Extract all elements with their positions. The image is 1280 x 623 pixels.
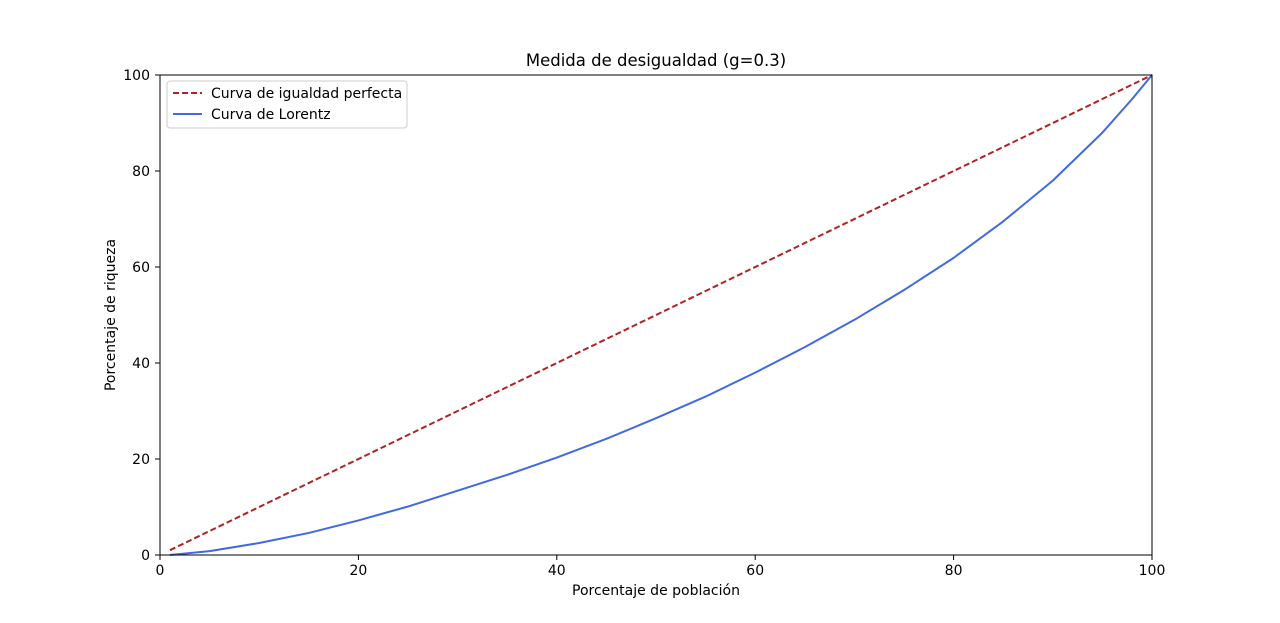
legend-box — [166, 80, 408, 129]
series-layer — [169, 74, 1153, 556]
y-tick-label: 100 — [123, 68, 150, 84]
plot-area — [169, 74, 1153, 556]
x-axis-label: Porcentaje de población — [572, 583, 740, 599]
y-axis-label: Porcentaje de riqueza — [103, 239, 119, 391]
series-line-lorentz — [169, 74, 1153, 556]
y-tick-label: 40 — [132, 356, 150, 372]
x-tick-label: 80 — [945, 563, 963, 579]
x-tick-label: 20 — [349, 563, 367, 579]
y-tick-label: 60 — [132, 260, 150, 276]
series-line-equality — [169, 74, 1153, 552]
y-tick-label: 0 — [141, 548, 150, 564]
plot-frame — [159, 74, 1153, 556]
legend-label-lorentz: Curva de Lorentz — [211, 107, 331, 123]
legend-label-equality: Curva de igualdad perfecta — [211, 86, 402, 102]
x-axis-ticks: 0 20 40 60 80 100 — [156, 555, 1166, 579]
x-tick-label: 100 — [1139, 563, 1166, 579]
y-axis-ticks: 0 20 40 60 80 100 — [123, 68, 160, 564]
legend: Curva de igualdad perfecta Curva de Lore… — [166, 80, 408, 129]
x-tick-label: 60 — [746, 563, 764, 579]
x-tick-label: 40 — [548, 563, 566, 579]
chart-title: Medida de desigualdad (g=0.3) — [526, 51, 786, 70]
x-tick-label: 0 — [156, 563, 165, 579]
y-tick-label: 20 — [132, 452, 150, 468]
y-tick-label: 80 — [132, 164, 150, 180]
